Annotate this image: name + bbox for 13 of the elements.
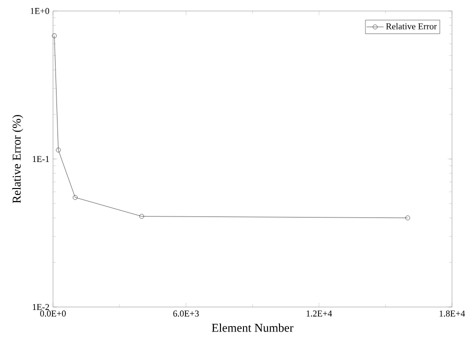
y-tick-label: 1E-1 <box>32 156 49 162</box>
x-tick-label: 0.0E+0 <box>40 310 66 317</box>
x-tick-label: 1.8E+4 <box>440 310 465 317</box>
point <box>56 148 61 152</box>
y-tick-label: 1E+0 <box>30 8 50 14</box>
y-axis-title: Relative Error (%) <box>12 115 24 204</box>
y-tick-label: 1E-2 <box>32 304 49 310</box>
point <box>139 214 144 219</box>
legend-label: Relative Error <box>386 23 437 30</box>
point <box>72 195 78 200</box>
x-tick-label: 6.0E+3 <box>173 310 199 317</box>
x-axis-title: Element Number <box>212 323 294 332</box>
x-tick-label: 1.2E+4 <box>306 310 332 317</box>
